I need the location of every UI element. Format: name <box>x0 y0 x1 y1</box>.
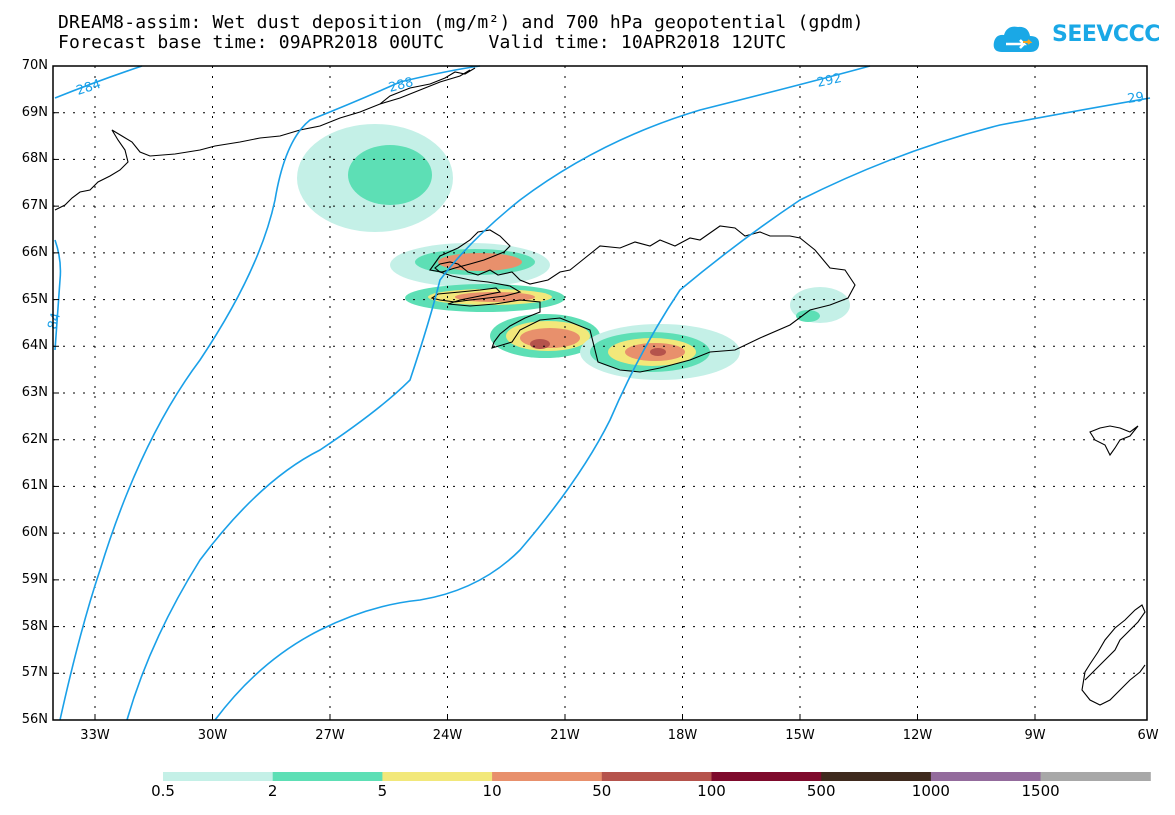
latitude-label: 57N <box>21 665 48 681</box>
contour-label-group: 284 288 292 29 84 <box>45 71 1145 331</box>
contour-label: 284 <box>75 77 103 99</box>
faroe-islands <box>1089 425 1139 457</box>
colorbar-label: 50 <box>592 782 612 800</box>
contour-label: 84 <box>45 311 64 331</box>
colorbar-label: 500 <box>806 782 836 800</box>
colorbar-swatch <box>272 772 383 781</box>
colorbar-label: 1500 <box>1021 782 1060 800</box>
colorbar-label: 0.5 <box>151 782 175 800</box>
latitude-label: 61N <box>21 478 48 494</box>
contour-label: 292 <box>816 71 843 91</box>
contour-284 <box>54 65 143 99</box>
latitude-label: 69N <box>21 104 48 120</box>
cloud-icon <box>993 26 1040 52</box>
colorbar <box>163 772 1151 781</box>
latitude-label: 68N <box>21 151 48 167</box>
dust-patch <box>520 328 580 348</box>
colorbar-label: 2 <box>267 782 278 800</box>
latitude-label: 67N <box>21 198 48 214</box>
latitude-label: 59N <box>21 571 48 587</box>
dust-patch <box>650 348 666 356</box>
colorbar-swatch <box>601 772 712 781</box>
latitude-label: 65N <box>21 291 48 307</box>
colorbar-label: 5 <box>377 782 388 800</box>
colorbar-label: 100 <box>697 782 726 800</box>
axis-ticks <box>53 65 1148 721</box>
latitude-label: 56N <box>21 712 48 727</box>
coastline-layer <box>54 67 1146 706</box>
colorbar-swatch <box>1040 772 1151 781</box>
contour-label: 29 <box>1126 90 1144 107</box>
latitude-label: 70N <box>21 58 48 73</box>
colorbar-swatch <box>711 772 822 781</box>
colorbar-swatch <box>382 772 493 781</box>
scotland-coastline <box>1081 604 1146 706</box>
longitude-label: 21W <box>550 728 580 743</box>
longitude-label: 27W <box>315 728 345 743</box>
contour-288 <box>126 65 871 721</box>
longitude-label: 9W <box>1024 728 1046 743</box>
colorbar-label: 1000 <box>911 782 950 800</box>
iceland-westfjords <box>429 229 511 273</box>
dust-patch <box>796 310 820 322</box>
latitude-label: 62N <box>21 431 48 447</box>
contour-84-left <box>54 239 62 351</box>
latitude-label: 64N <box>21 338 48 354</box>
colorbar-label: 10 <box>482 782 502 800</box>
longitude-label: 18W <box>667 728 698 743</box>
longitude-label: 15W <box>785 728 815 743</box>
graticule <box>53 66 1147 720</box>
contour-292 <box>214 97 1151 721</box>
longitude-label: 6W <box>1137 728 1159 743</box>
latitude-label: 66N <box>21 244 48 260</box>
map-subtitle: Forecast base time: 09APR2018 00UTC Vali… <box>58 32 787 53</box>
longitude-label: 30W <box>197 728 228 743</box>
latitude-label: 60N <box>21 525 48 541</box>
latitude-label: 63N <box>21 385 48 400</box>
contour-label: 288 <box>387 75 415 96</box>
greenland-coastline <box>54 69 471 211</box>
longitude-label: 12W <box>902 728 933 743</box>
map-title: DREAM8-assim: Wet dust deposition (mg/m²… <box>58 12 864 33</box>
map-frame <box>52 65 1148 721</box>
colorbar-swatch <box>163 772 274 781</box>
colorbar-swatch <box>492 772 603 781</box>
latitude-label: 58N <box>21 618 48 634</box>
dust-deposition-layer <box>297 124 850 380</box>
greenland-coast-detail <box>379 67 476 105</box>
iceland-coastline <box>430 225 856 373</box>
colorbar-swatch <box>821 772 932 781</box>
contour-284-south <box>59 65 481 721</box>
longitude-label: 24W <box>432 728 463 743</box>
logo-text: SEEVCCC <box>1052 22 1160 47</box>
longitude-label: 33W <box>80 728 110 743</box>
dust-patch <box>530 339 550 349</box>
geopotential-contours <box>54 65 1151 721</box>
dust-patch <box>348 145 432 205</box>
colorbar-swatch <box>930 772 1042 781</box>
